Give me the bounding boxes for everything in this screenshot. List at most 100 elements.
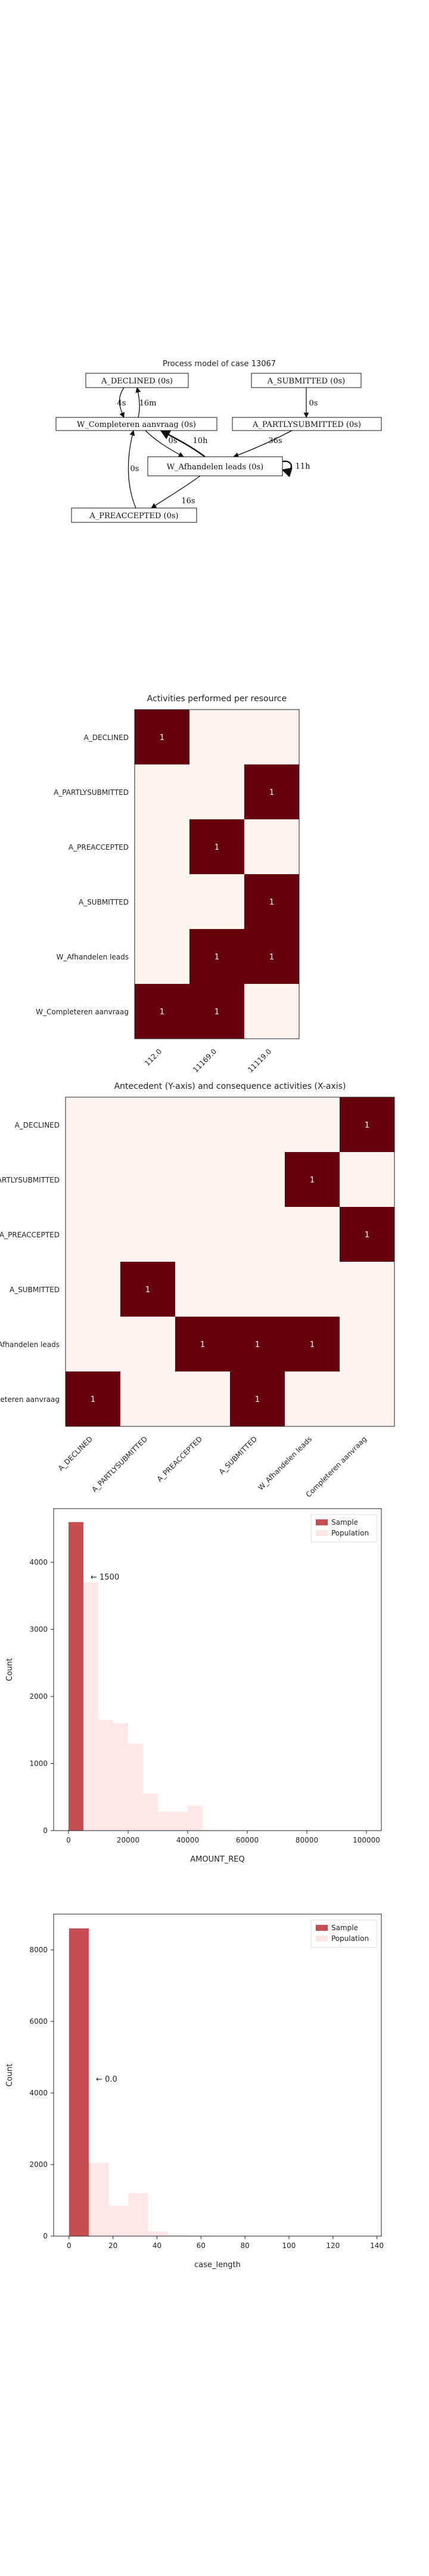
x-axis-label: case_length (194, 2261, 241, 2270)
population-bar (158, 1812, 173, 1831)
heatmap-cell (230, 1262, 285, 1317)
heatmap-frame (65, 1097, 395, 1427)
heatmap-cell (285, 1152, 340, 1207)
process-node-afhandelen: W_Afhandelen leads (0s) (147, 456, 283, 476)
y-tick-label: 1000 (29, 1760, 48, 1768)
edge-declined-to-completeren (119, 387, 125, 418)
process-node-completeren: W_Completeren aanvraag (0s) (55, 417, 217, 431)
heatmap-cell (340, 1317, 394, 1371)
y-tick-label: 4000 (29, 1558, 48, 1566)
heatmap-cell-value: 1 (214, 1008, 219, 1017)
annotation: ← 0.0 (96, 2075, 117, 2084)
process-edges (119, 387, 309, 509)
heatmap-cell-value: 1 (214, 843, 219, 852)
heatmap-row-label: A_SUBMITTED (79, 898, 129, 906)
edge-label: 16s (181, 497, 195, 506)
edge-partly-to-afhandelen (233, 430, 293, 458)
legend-swatch (316, 1519, 328, 1525)
heatmap-cell (135, 984, 189, 1039)
population-bar (148, 2231, 168, 2236)
heatmap-cell (340, 1207, 394, 1262)
x-tick-label: 120 (326, 2241, 340, 2250)
heatmap-cell (244, 710, 299, 764)
heatmap-title: Activities performed per resource (147, 694, 287, 704)
edge-label: 0s (169, 436, 178, 445)
heatmap-cell (340, 1262, 394, 1317)
heatmap-cell (285, 1097, 340, 1152)
plot-frame (53, 1508, 382, 1831)
x-tick-label: 40 (153, 2241, 161, 2250)
sample-bar (69, 1522, 83, 1831)
heatmap-column-label: 11119.0 (246, 1047, 273, 1074)
heatmap-row-label: A_PARTLYSUBMITTED (0, 1176, 60, 1184)
heatmap-row-label: A_SUBMITTED (10, 1286, 60, 1294)
heatmap-cell (230, 1152, 285, 1207)
edge-completeren-to-afhandelen (145, 430, 184, 457)
x-tick-label: 140 (370, 2241, 384, 2250)
heatmap-row-label: A_DECLINED (84, 733, 129, 742)
edge-label: 10h (193, 436, 209, 445)
resource-activity-heatmap: Activities performed per resource 1 A_DECL… (36, 694, 300, 1074)
y-tick-label: 0 (43, 1826, 48, 1835)
process-model-title: Process model of case 13067 (163, 360, 276, 369)
heatmap-column-label: 11169.0 (191, 1047, 218, 1074)
y-axis-label: Count (5, 1658, 14, 1682)
heatmap-cell-value: 1 (200, 1340, 205, 1349)
edge-label: 0s (130, 465, 139, 473)
heatmap-frame (134, 709, 300, 1039)
population-bar (188, 1806, 203, 1831)
heatmap-cell (189, 984, 244, 1039)
population-bar (128, 1743, 143, 1831)
heatmap-cell (120, 1152, 175, 1207)
x-tick-label: 60000 (236, 1836, 259, 1844)
y-tick-label: 6000 (29, 2017, 48, 2026)
heatmap-cell (189, 764, 244, 819)
y-tick-label: 2000 (29, 1692, 48, 1701)
edge-label: 11h (296, 462, 311, 471)
heatmap-cell (230, 1097, 285, 1152)
x-tick-label: 20000 (117, 1836, 139, 1844)
heatmap-cell (175, 1152, 230, 1207)
heatmap-cell (120, 1207, 175, 1262)
heatmap-cell-value: 1 (160, 733, 164, 742)
heatmap-cell (175, 1317, 230, 1371)
node-label: A_PARTLYSUBMITTED (0s) (252, 420, 361, 429)
heatmap-cell (135, 819, 189, 874)
heatmap-cell (340, 1152, 394, 1207)
heatmap-cell (285, 1262, 340, 1317)
heatmap-row-label: W_Afhandelen leads (56, 953, 129, 961)
heatmap-column-label: A_PARTLYSUBMITTED (90, 1435, 149, 1494)
node-label: A_PREACCEPTED (0s) (89, 512, 178, 521)
heatmap-cell (66, 1152, 120, 1207)
edge-completeren-to-declined (135, 387, 141, 418)
population-bar (113, 1723, 128, 1831)
process-node-preaccepted: A_PREACCEPTED (0s) (71, 507, 197, 523)
heatmap-cell (189, 874, 244, 929)
heatmap-cell (135, 874, 189, 929)
heatmap-row-label: W_Afhandelen leads (0, 1340, 60, 1349)
heatmap-column-label: A_DECLINED (57, 1435, 94, 1472)
y-tick-label: 4000 (29, 2089, 48, 2097)
heatmap-cell (230, 1317, 285, 1371)
x-tick-label: 100000 (353, 1836, 380, 1844)
heatmap-cell (175, 1207, 230, 1262)
heatmap-cell-value: 1 (91, 1395, 95, 1404)
legend-swatch (316, 1530, 328, 1536)
antecedent-consequence-heatmap: Antecedent (Y-axis) and consequence acti… (0, 1082, 395, 1497)
heatmap-cell (230, 1371, 285, 1426)
population-bar (83, 1582, 98, 1831)
heatmap-cell (244, 764, 299, 819)
y-tick-label: 8000 (29, 1946, 48, 1954)
population-bar (167, 2234, 188, 2236)
x-tick-label: 60 (197, 2241, 206, 2250)
x-tick-label: 0 (67, 2241, 72, 2250)
heatmap-column-label: A_SUBMITTED (217, 1435, 259, 1476)
heatmap-cell (340, 1371, 394, 1426)
heatmap-cell (66, 1317, 120, 1371)
population-bar (143, 1794, 158, 1831)
edge-label: 36s (268, 436, 282, 445)
node-label: W_Completeren aanvraag (0s) (77, 420, 196, 429)
legend-box (310, 1514, 377, 1543)
heatmap-cell (189, 929, 244, 984)
population-bar (217, 1829, 232, 1831)
